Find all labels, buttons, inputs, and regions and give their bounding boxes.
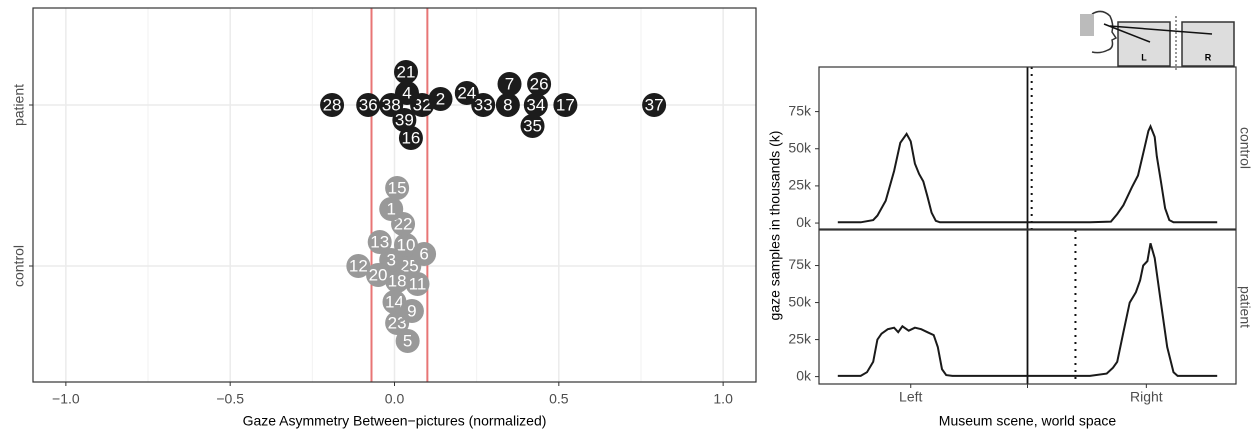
point — [392, 108, 417, 132]
point-label: 16 — [401, 128, 420, 147]
point-label: 13 — [370, 232, 389, 251]
point-label: 28 — [323, 95, 342, 114]
strip-label: control — [1237, 127, 1253, 169]
point — [523, 93, 548, 117]
point-label: 1 — [386, 199, 395, 218]
point — [385, 269, 410, 293]
point-label: 26 — [530, 74, 549, 93]
point — [405, 272, 430, 296]
point — [527, 72, 552, 96]
point-label: 2 — [436, 89, 445, 108]
strip-label: patient — [1237, 286, 1253, 328]
x-axis-title: Gaze Asymmetry Between−pictures (normali… — [243, 413, 547, 429]
point — [356, 93, 381, 117]
point-label: 5 — [403, 331, 412, 350]
point-label: 23 — [388, 313, 407, 332]
arrow — [1109, 25, 1213, 35]
point — [398, 126, 423, 150]
point-label: 37 — [645, 95, 664, 114]
point — [394, 60, 419, 84]
point — [394, 233, 419, 257]
y-tick-label: patient — [11, 84, 27, 126]
point — [520, 114, 545, 138]
point-label: 24 — [457, 83, 476, 102]
point — [454, 81, 479, 105]
point-label: 39 — [395, 110, 414, 129]
x-tick-label: 0.0 — [385, 391, 405, 407]
y-tick-label: 75k — [788, 256, 812, 272]
point — [495, 93, 520, 117]
point-label: 10 — [397, 235, 416, 254]
panel-border — [818, 66, 1237, 230]
point — [366, 263, 391, 287]
x-tick-label: −1.0 — [52, 391, 80, 407]
point-label: 12 — [349, 256, 368, 275]
y-axis-title: gaze samples in thousands (k) — [767, 131, 783, 321]
point-label: 35 — [523, 116, 542, 135]
point-label: 36 — [359, 95, 378, 114]
y-tick-label: 0k — [796, 214, 812, 230]
point — [379, 197, 404, 221]
hair — [1080, 14, 1094, 36]
x-tick-label: Left — [899, 389, 922, 405]
y-tick-label: 25k — [788, 330, 812, 346]
point — [471, 93, 496, 117]
point — [399, 299, 424, 323]
point — [412, 242, 437, 266]
y-tick-label: 0k — [796, 367, 812, 383]
point — [497, 72, 522, 96]
point — [428, 87, 453, 111]
x-tick-label: −0.5 — [216, 391, 244, 407]
point — [367, 230, 392, 254]
point-label: 20 — [369, 265, 388, 284]
arrow — [1103, 23, 1151, 43]
point-label: 22 — [394, 214, 413, 233]
point-label: 18 — [388, 271, 407, 290]
point-label: 6 — [419, 244, 428, 263]
point-label: 33 — [474, 95, 493, 114]
point-label: 38 — [382, 95, 401, 114]
face-outline — [1091, 10, 1118, 54]
point — [346, 254, 371, 278]
point-label: 34 — [526, 95, 545, 114]
point-label: 32 — [413, 95, 432, 114]
y-tick-label: control — [11, 245, 27, 287]
x-tick-label: 0.5 — [549, 391, 569, 407]
icon: L R — [1080, 10, 1235, 70]
point-label: 25 — [400, 256, 419, 275]
y-tick-label: 50k — [788, 139, 812, 155]
icon-label: R — [1205, 52, 1212, 62]
icon-label: L — [1141, 52, 1147, 62]
point-label: 14 — [385, 292, 404, 311]
y-tick-label: 75k — [788, 102, 812, 118]
y-tick-label: 50k — [788, 293, 812, 309]
point — [553, 93, 578, 117]
density-line — [837, 243, 1218, 377]
point-label: 8 — [503, 95, 512, 114]
point — [320, 93, 345, 117]
point — [642, 93, 667, 117]
point — [385, 176, 410, 200]
point-label: 9 — [407, 301, 416, 320]
x-axis-title: Museum scene, world space — [939, 413, 1117, 429]
point-label: 17 — [556, 95, 575, 114]
point-label: 15 — [388, 178, 407, 197]
plot-border — [32, 7, 757, 383]
point-label: 3 — [386, 250, 395, 269]
x-tick-label: Right — [1130, 389, 1163, 405]
point-label: 21 — [397, 62, 416, 81]
point-label: 4 — [402, 83, 411, 102]
point-label: 11 — [409, 274, 427, 293]
right-frame — [1181, 21, 1235, 67]
x-tick-label: 1.0 — [713, 391, 733, 407]
point — [395, 329, 420, 353]
y-tick-label: 25k — [788, 177, 812, 193]
point-label: 7 — [505, 74, 514, 93]
density-line — [837, 123, 1218, 224]
